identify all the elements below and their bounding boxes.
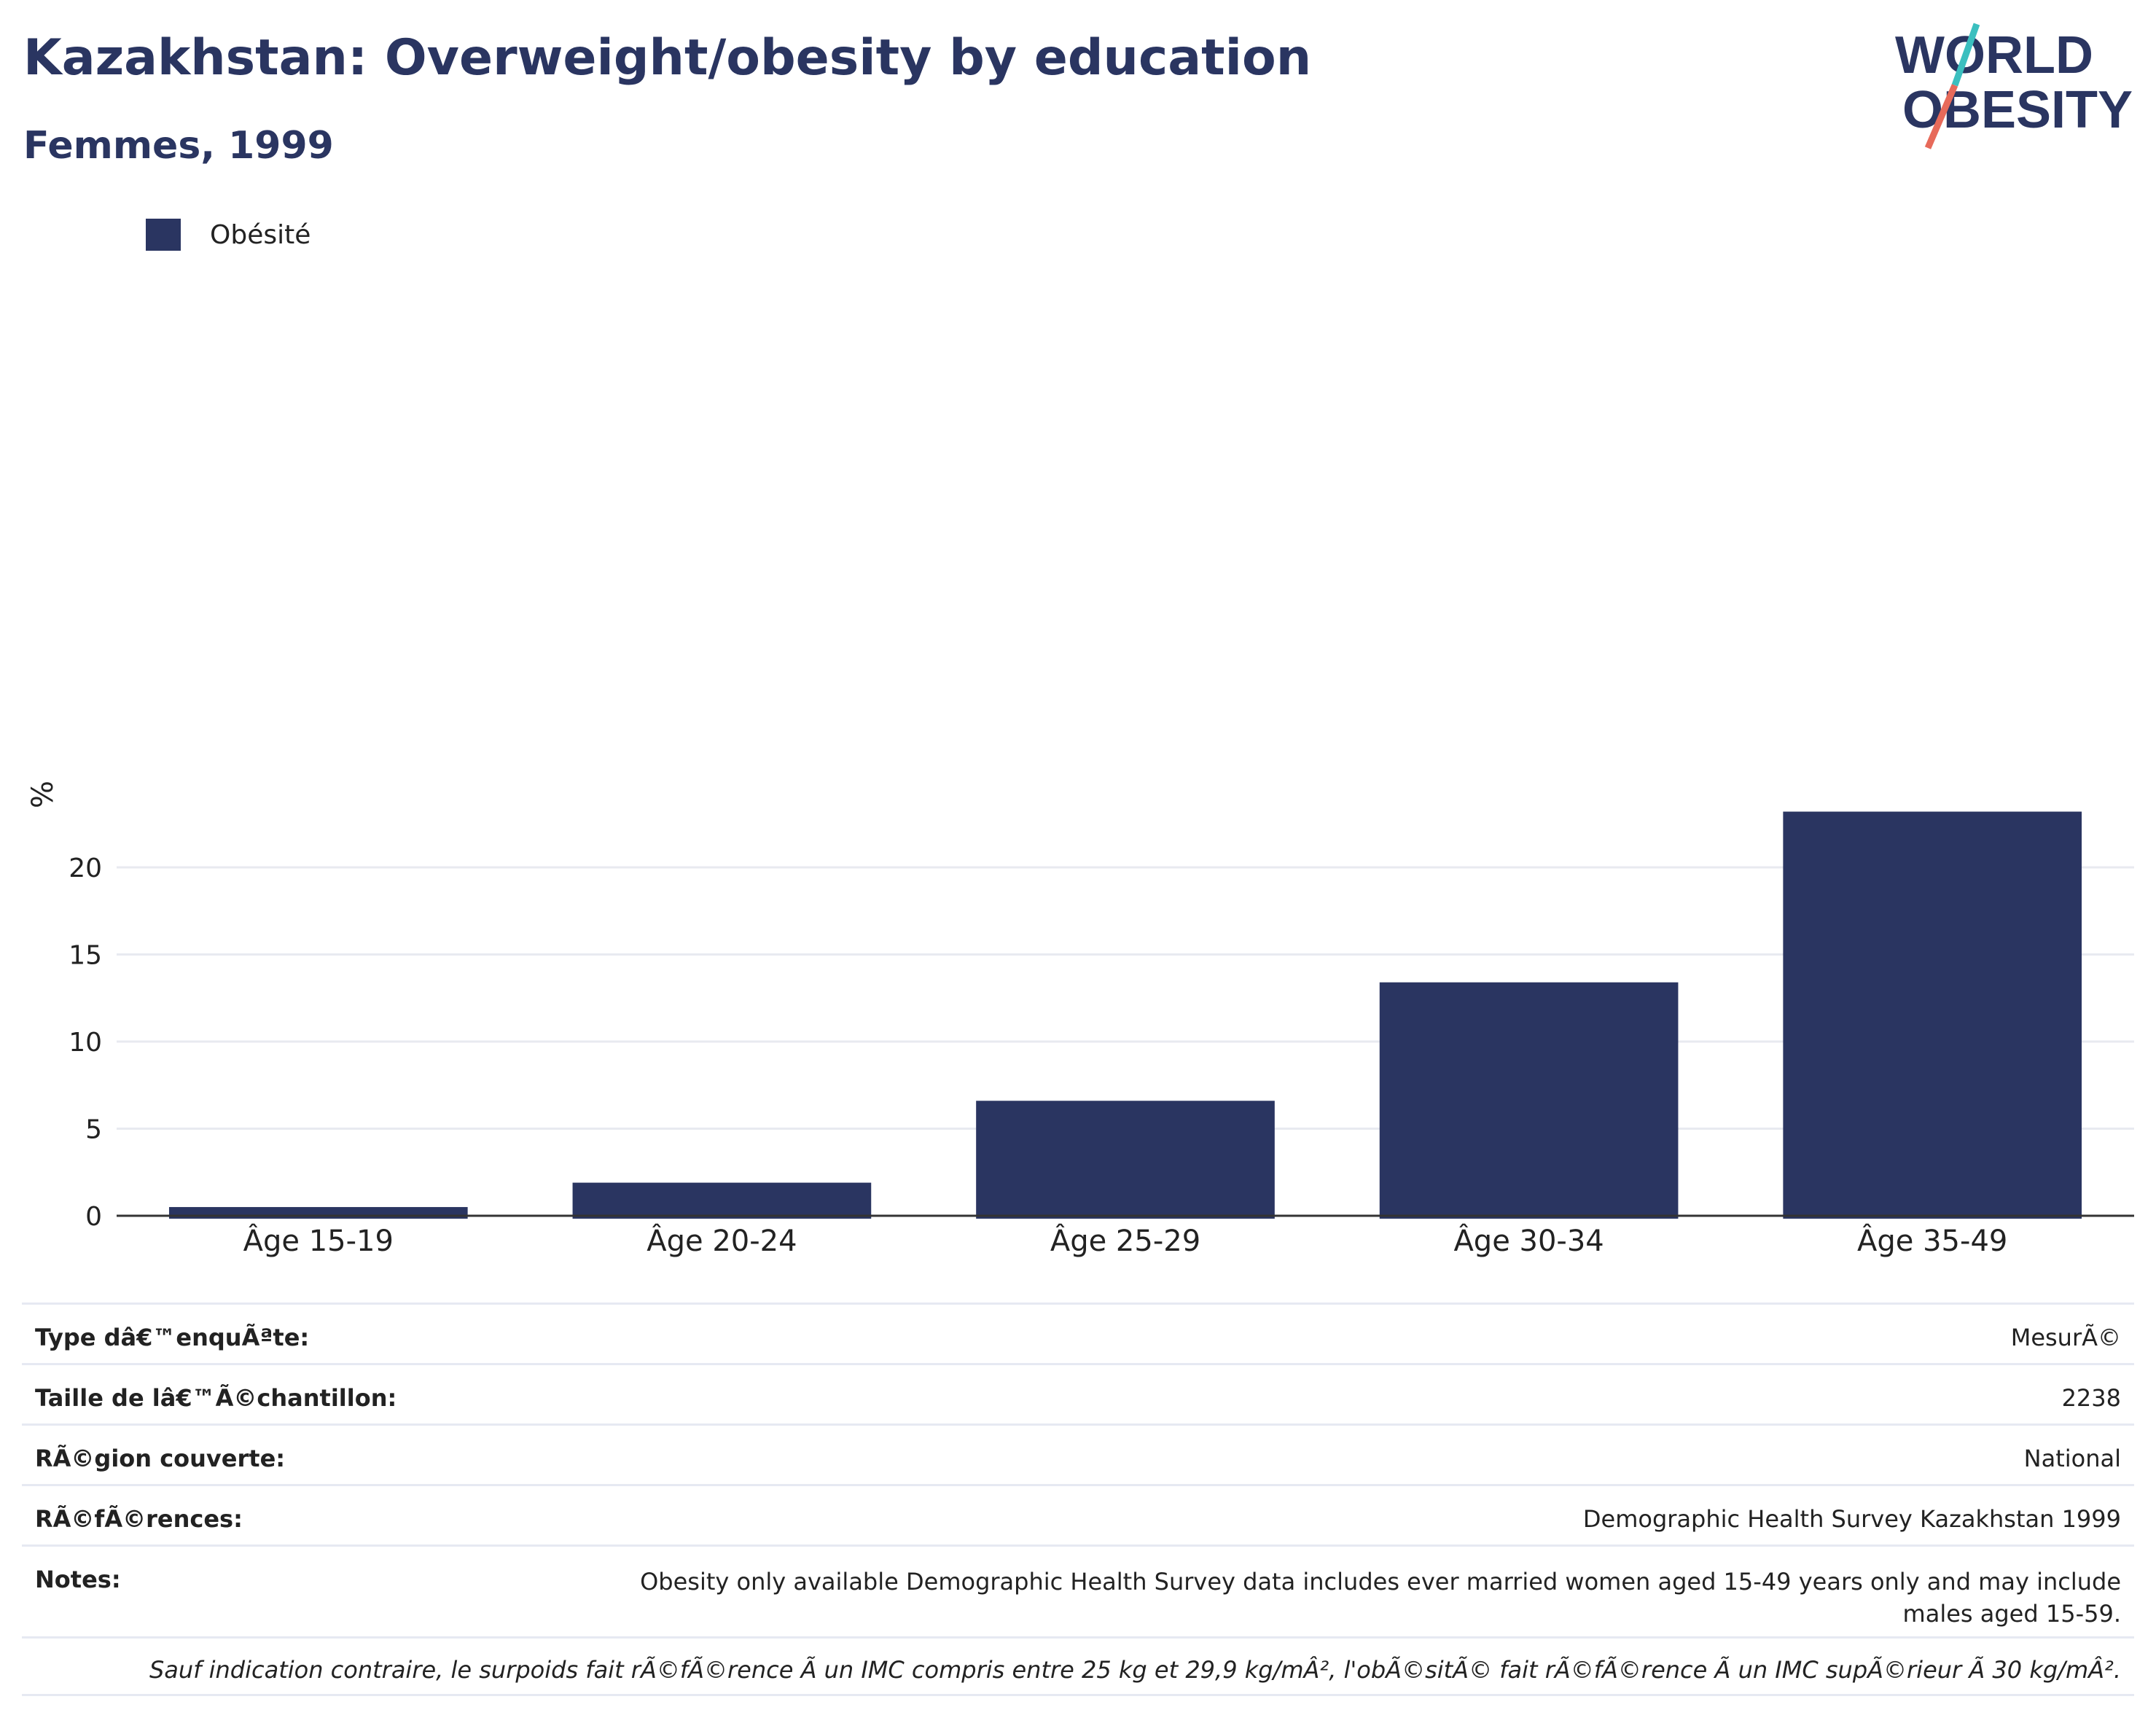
x-tick-labels: Âge 15-19 Âge 20-24 Âge 25-29 Âge 30-34 Âge … xyxy=(243,1223,2008,1258)
chart-subtitle: Femmes, 1999 xyxy=(23,124,334,168)
bar[interactable] xyxy=(168,1207,468,1219)
info-label: RÃ©gion couverte: xyxy=(35,1445,286,1472)
info-label: Type dâ€™enquÃªte: xyxy=(35,1324,310,1351)
chart-legend: Obésité xyxy=(146,219,310,251)
info-value: MesurÃ© xyxy=(2010,1324,2121,1351)
info-table: Type dâ€™enquÃªte: MesurÃ© Taille de lâ€… xyxy=(22,1303,2134,1696)
y-axis-title: % xyxy=(26,781,60,808)
bar[interactable] xyxy=(1379,982,1679,1219)
logo-slash-bottom xyxy=(1924,84,1958,149)
y-tick-labels: 0 5 10 15 20 xyxy=(69,854,102,1232)
info-value: Obesity only available Demographic Healt… xyxy=(640,1568,2121,1628)
info-label: RÃ©fÃ©rences: xyxy=(35,1505,243,1533)
footnote: Sauf indication contraire, le surpoids f… xyxy=(22,1636,2134,1696)
info-row-notes: Notes: Obesity only available Demographi… xyxy=(22,1544,2134,1636)
x-tick-label: Âge 30-34 xyxy=(1453,1223,1604,1258)
bar[interactable] xyxy=(1783,811,2082,1219)
legend-label: Obésité xyxy=(210,219,311,250)
y-tick-label: 20 xyxy=(69,854,102,883)
bar[interactable] xyxy=(572,1182,872,1219)
bar[interactable] xyxy=(976,1101,1275,1219)
info-label: Notes: xyxy=(35,1566,121,1593)
legend-swatch xyxy=(146,219,181,251)
info-row-survey-type: Type dâ€™enquÃªte: MesurÃ© xyxy=(22,1303,2134,1363)
y-tick-label: 10 xyxy=(69,1028,102,1058)
info-value: National xyxy=(2023,1445,2121,1472)
x-tick-label: Âge 20-24 xyxy=(647,1223,797,1258)
chart-title: Kazakhstan: Overweight/obesity by educat… xyxy=(23,29,1312,87)
x-tick-label: Âge 15-19 xyxy=(243,1223,394,1258)
info-value: Demographic Health Survey Kazakhstan 199… xyxy=(1582,1505,2121,1533)
info-row-references: RÃ©fÃ©rences: Demographic Health Survey … xyxy=(22,1484,2134,1544)
logo-slash-top xyxy=(1951,23,1980,87)
bars xyxy=(168,811,2082,1219)
y-tick-label: 15 xyxy=(69,941,102,971)
y-tick-label: 0 xyxy=(85,1202,102,1232)
x-tick-label: Âge 35-49 xyxy=(1857,1223,2007,1258)
x-tick-label: Âge 25-29 xyxy=(1050,1223,1200,1258)
info-row-region: RÃ©gion couverte: National xyxy=(22,1423,2134,1484)
logo-text-world: WORLD xyxy=(1895,26,2093,85)
info-label: Taille de lâ€™Ã©chantillon: xyxy=(35,1384,397,1412)
info-row-sample-size: Taille de lâ€™Ã©chantillon: 2238 xyxy=(22,1363,2134,1423)
info-value: 2238 xyxy=(2061,1384,2121,1412)
world-obesity-logo: WORLD OBESITY xyxy=(1895,23,2133,149)
y-tick-label: 5 xyxy=(85,1115,102,1145)
